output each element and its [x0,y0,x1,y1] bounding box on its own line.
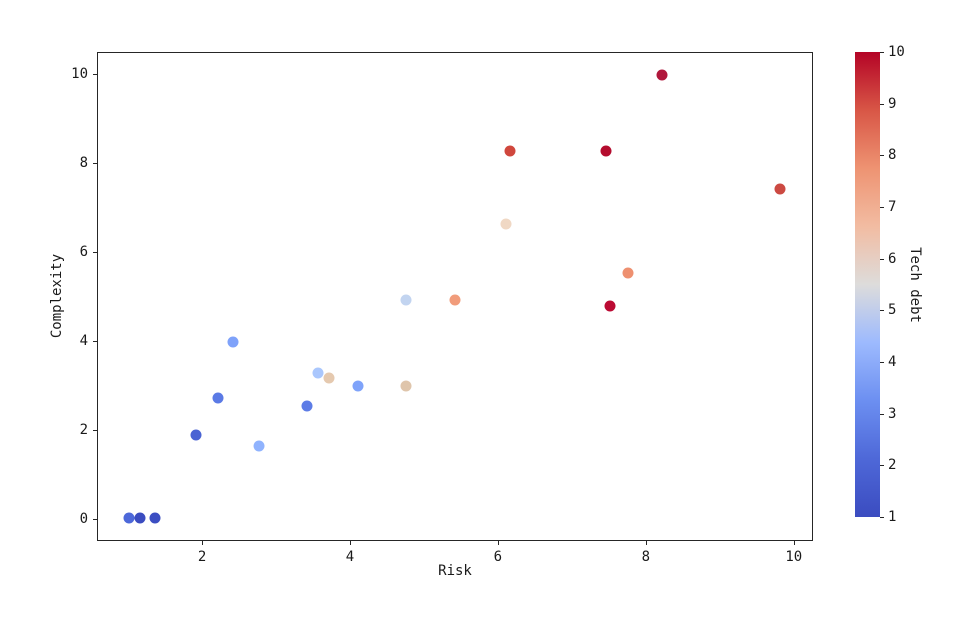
y-tick-label: 0 [79,510,88,527]
scatter-point [253,440,264,452]
x-tick-mark [793,541,795,545]
scatter-point [774,183,786,195]
scatter-point [312,367,324,379]
colorbar-tick-label: 3 [888,405,897,422]
y-tick-mark [93,252,97,254]
scatter-point [352,380,364,392]
y-tick-label: 2 [79,421,88,438]
x-tick-label: 10 [785,549,803,565]
colorbar-tick-mark [880,517,884,518]
scatter-point [504,145,516,157]
colorbar-tick-label: 10 [888,44,905,60]
colorbar-tick-mark [880,103,884,105]
y-tick-mark [93,429,97,431]
x-tick-label: 2 [197,549,207,565]
colorbar-tick-label: 2 [888,457,897,474]
colorbar-tick-mark [880,362,884,363]
colorbar-tick-label: 5 [888,302,897,319]
scatter-point [149,512,161,524]
scatter-point [323,372,335,384]
colorbar-tick-label: 8 [888,147,897,164]
scatter-point [500,218,512,230]
scatter-point [134,512,146,524]
colorbar-tick-mark [880,258,884,260]
x-axis-label: Risk [438,563,472,579]
x-tick-mark [645,541,647,545]
scatter-point [190,429,202,441]
scatter-point [604,300,616,312]
colorbar-tick-mark [880,465,884,467]
scatter-point [212,392,224,404]
x-tick-label: 8 [641,549,651,565]
y-tick-label: 4 [79,332,88,349]
scatter-point [449,294,461,306]
x-tick-label: 4 [345,549,355,565]
y-tick-label: 10 [71,66,88,83]
colorbar-tick-mark [880,155,884,157]
scatter-point [301,400,313,412]
y-tick-label: 6 [79,244,88,261]
scatter-point [227,336,239,348]
y-tick-mark [93,340,97,342]
colorbar-tick-label: 9 [888,95,897,112]
colorbar-tick-label: 7 [888,199,897,215]
scatter-point [600,145,612,157]
colorbar-tick-mark [880,310,884,312]
x-tick-mark [349,541,351,545]
scatter-point [400,294,412,306]
colorbar-tick-label: 1 [888,509,897,525]
y-tick-mark [93,518,97,520]
x-tick-mark [202,541,204,545]
colorbar-label: Tech debt [907,247,923,323]
x-tick-label: 6 [493,549,503,565]
y-axis-label: Complexity [49,253,65,339]
scatter-point [622,267,634,279]
scatter-point [400,380,412,392]
colorbar-tick-label: 6 [888,250,897,267]
y-tick-mark [93,74,97,76]
colorbar-tick-mark [880,52,884,53]
colorbar-tick-label: 4 [888,354,897,370]
scatter-point [656,69,668,81]
plot-area [97,52,813,541]
colorbar [855,52,880,517]
colorbar-tick-mark [880,413,884,415]
scatter-point [123,512,135,524]
y-tick-mark [93,163,97,165]
colorbar-tick-mark [880,207,884,208]
x-tick-mark [497,541,499,545]
y-tick-label: 8 [79,155,88,172]
